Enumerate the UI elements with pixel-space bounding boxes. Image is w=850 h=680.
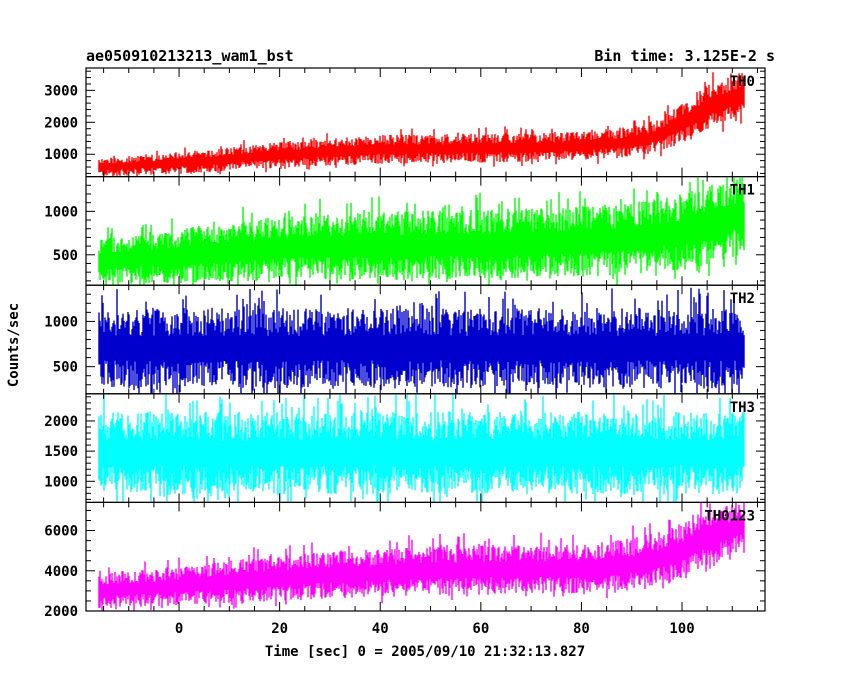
- panel-th1: 500 1000 TH1: [44, 176, 766, 286]
- y-tick-label: 6000: [44, 524, 78, 540]
- panels-group: 100020003000TH05001000TH15001000TH210001…: [44, 67, 766, 637]
- x-tick-label: 100: [669, 621, 694, 637]
- panel-label-th3: TH3: [730, 400, 755, 416]
- panel-label-th2: TH2: [730, 291, 755, 307]
- y-tick-label: 1000: [44, 474, 78, 490]
- panel-label-th0123: TH0123: [704, 508, 755, 524]
- y-tick-label: 1000: [44, 147, 78, 163]
- y-tick-label: 2000: [44, 604, 78, 620]
- y-tick-label: 500: [53, 248, 78, 264]
- series-th0: [98, 72, 745, 177]
- x-tick-label: 0: [175, 621, 183, 637]
- x-tick-label: 80: [573, 621, 590, 637]
- x-axis-label: Time [sec] 0 = 2005/09/10 21:32:13.827: [265, 644, 585, 660]
- x-tick-label: 20: [271, 621, 288, 637]
- y-tick-label: 3000: [44, 83, 78, 99]
- y-tick-label: 1000: [44, 204, 78, 220]
- series-th3: [98, 393, 745, 503]
- panel-th0: 1000 2000 3000 TH0: [44, 67, 766, 178]
- panel-th0123: 2000 4000 6000 TH0123: [44, 501, 766, 620]
- series-th2: [98, 287, 745, 394]
- chart-title: ae050910213213_wam1_bst: [86, 47, 294, 65]
- panel-th2: 500 1000 TH2: [44, 284, 766, 395]
- series-th1: [98, 176, 745, 286]
- y-tick-label: 500: [53, 360, 78, 376]
- bin-time-label: Bin time: 3.125E-2 s: [594, 47, 775, 65]
- y-tick-label: 1500: [44, 444, 78, 460]
- x-tick-label: 40: [372, 621, 389, 637]
- panel-frame: [85, 501, 766, 612]
- y-tick-label: 4000: [44, 564, 78, 580]
- y-tick-label: 1000: [44, 314, 78, 330]
- y-axis-label: Counts/sec: [6, 303, 22, 387]
- y-tick-label: 2000: [44, 414, 78, 430]
- panel-label-th0: TH0: [730, 74, 755, 90]
- panel-th3: 1000 1500 2000 TH3: [44, 393, 766, 503]
- series-th0123: [98, 502, 745, 611]
- panel-label-th1: TH1: [730, 183, 755, 199]
- x-tick-label: 60: [472, 621, 489, 637]
- y-tick-label: 2000: [44, 115, 78, 131]
